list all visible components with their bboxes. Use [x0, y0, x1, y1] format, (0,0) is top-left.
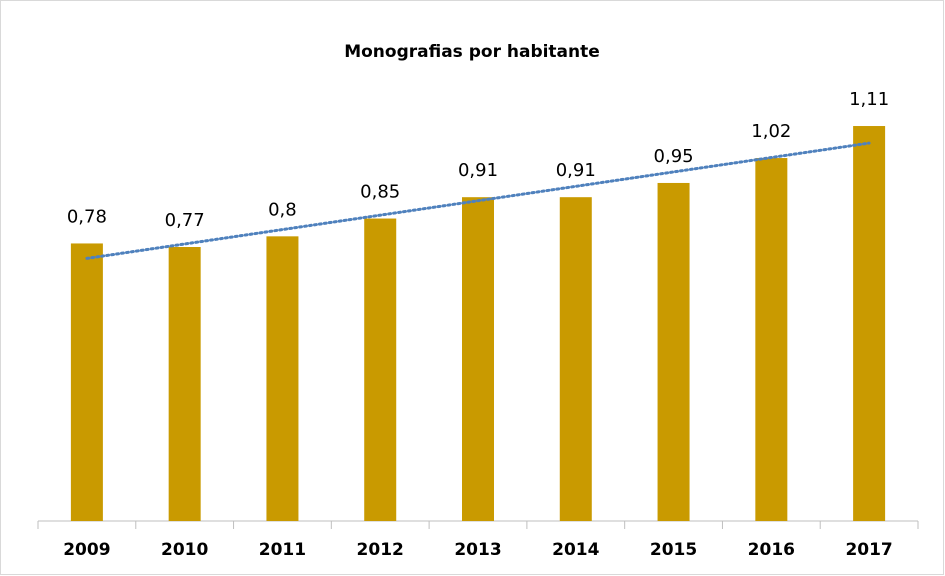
x-tick-label: 2012 — [357, 540, 404, 560]
bar — [657, 182, 690, 522]
data-label: 0,95 — [654, 146, 694, 167]
data-label: 0,78 — [67, 206, 107, 227]
data-label: 0,8 — [268, 199, 297, 220]
x-tick-label: 2014 — [552, 540, 599, 560]
data-label: 0,91 — [556, 160, 596, 181]
bar — [266, 236, 299, 522]
x-tick-label: 2017 — [845, 540, 892, 560]
x-tick-label: 2011 — [259, 540, 306, 560]
bar — [462, 197, 494, 522]
data-label: 0,77 — [165, 210, 205, 231]
trendline — [85, 141, 871, 260]
bar — [853, 126, 886, 522]
x-tick-label: 2015 — [650, 540, 697, 560]
bar — [559, 197, 592, 522]
chart-title: Monografias por habitante — [344, 42, 600, 62]
data-label: 0,85 — [360, 182, 400, 203]
data-label: 1,11 — [849, 89, 889, 110]
bar — [755, 158, 788, 522]
bar — [168, 247, 201, 521]
x-tick-label: 2016 — [748, 540, 795, 560]
data-label: 0,91 — [458, 160, 498, 181]
bar — [364, 218, 397, 521]
data-label: 1,02 — [751, 121, 791, 142]
bar — [70, 243, 103, 521]
x-tick-label: 2009 — [63, 540, 110, 560]
x-tick-label: 2010 — [161, 540, 208, 560]
x-tick-label: 2013 — [454, 540, 501, 560]
